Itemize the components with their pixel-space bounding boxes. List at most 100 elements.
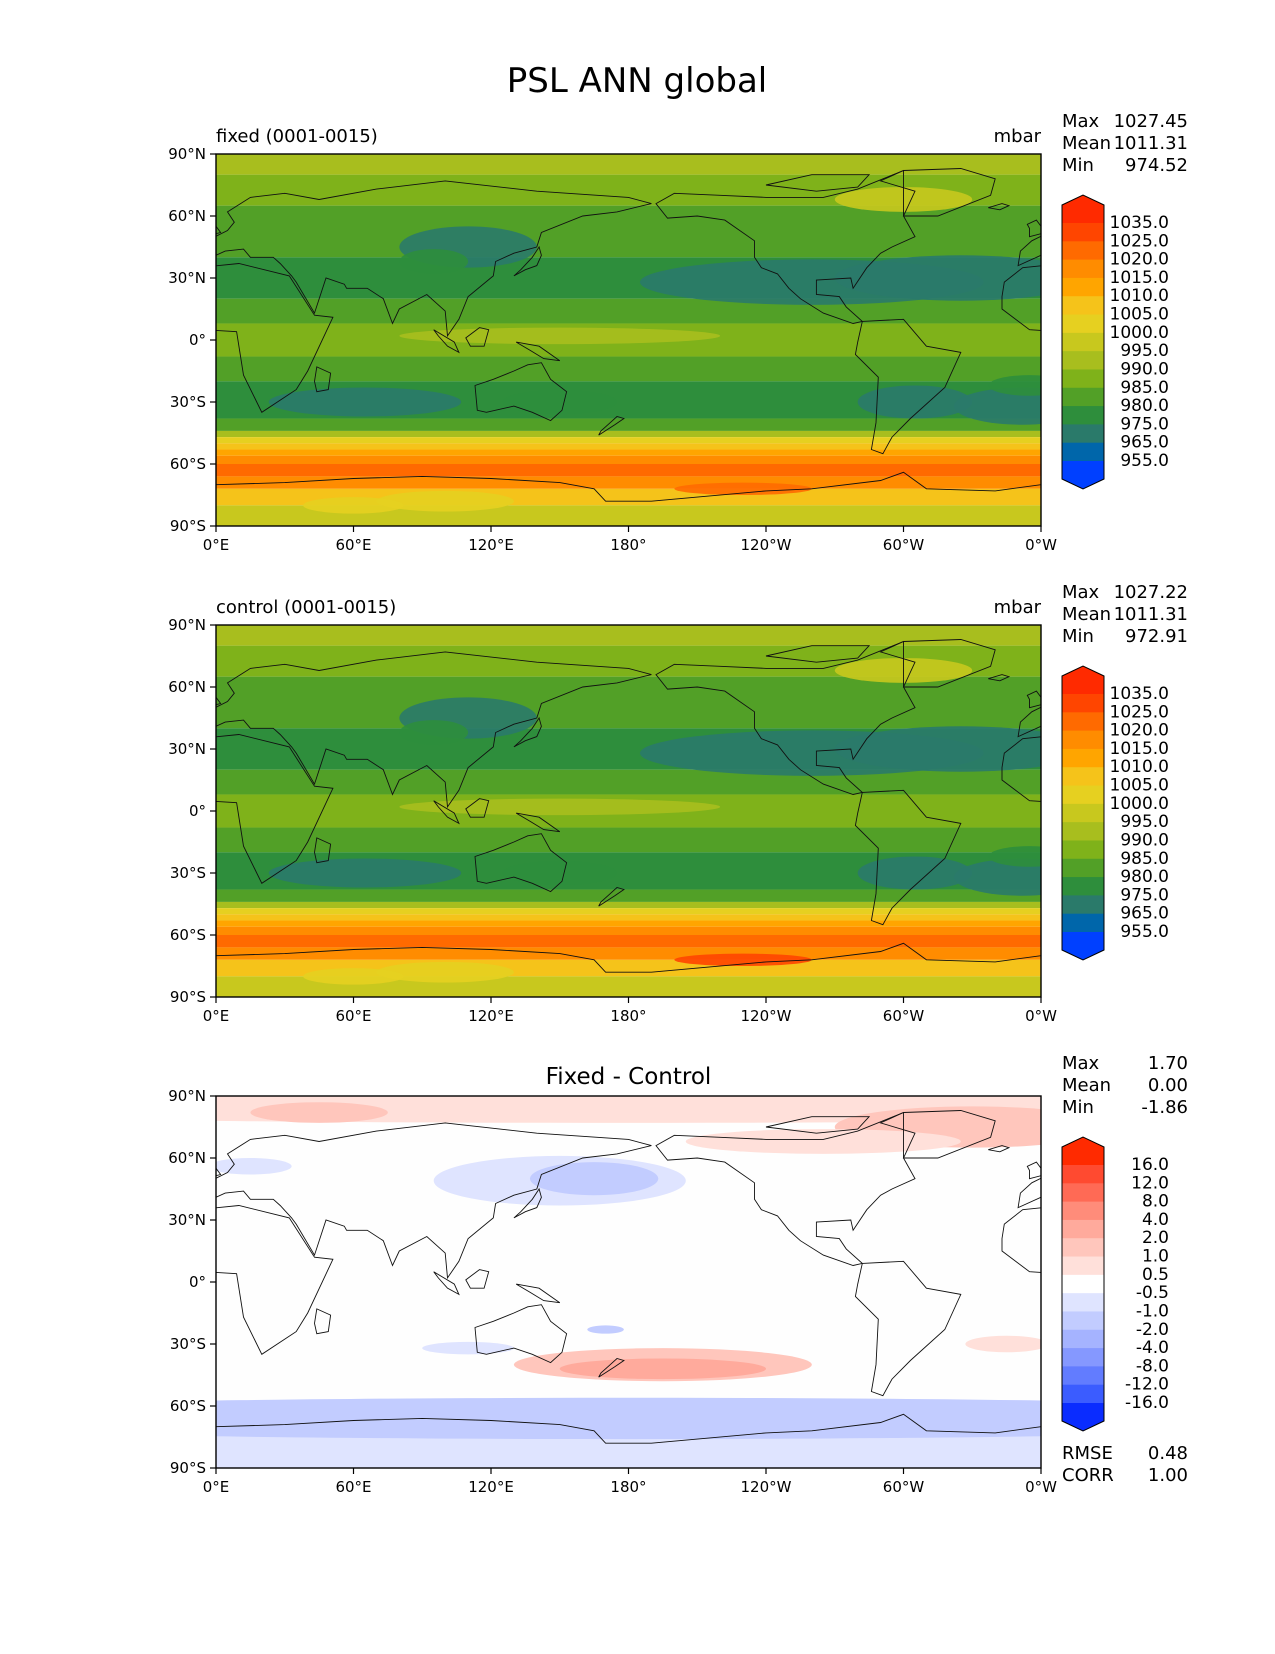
panel-title-left: control (0001-0015) bbox=[216, 597, 396, 618]
psl-band bbox=[216, 464, 1041, 477]
coastline-uk bbox=[1026, 690, 1041, 709]
y-tick-label: 90°S bbox=[170, 1459, 206, 1477]
psl-band bbox=[216, 914, 1041, 921]
coastline-madagascar bbox=[314, 1308, 332, 1335]
colorbar-level-label: -4.0 bbox=[1136, 1338, 1169, 1358]
coastline-northAmerica bbox=[655, 1111, 916, 1266]
colorbar-level-label: 1010.0 bbox=[1110, 286, 1169, 306]
colorbar-level-label: 1015.0 bbox=[1110, 268, 1169, 288]
stat-label-mean: Mean bbox=[1062, 1075, 1111, 1096]
colorbar-segment bbox=[1062, 424, 1104, 444]
coastline-australia bbox=[474, 362, 568, 422]
stat-label-min: Min bbox=[1062, 626, 1094, 647]
y-tick-label: 90°S bbox=[170, 517, 206, 535]
x-tick-label: 60°E bbox=[335, 1007, 371, 1025]
coastline-newGuinea bbox=[515, 1283, 561, 1304]
colorbar: 1035.01025.01020.01015.01010.01005.01000… bbox=[1061, 194, 1169, 490]
y-tick-label: 90°N bbox=[168, 145, 206, 163]
coastline-southAmerica bbox=[854, 789, 962, 926]
coastline-madagascar bbox=[314, 837, 332, 864]
colorbar-segment bbox=[1062, 442, 1104, 462]
colorbar-level-label: 8.0 bbox=[1142, 1192, 1169, 1212]
coastline-borneo bbox=[465, 1269, 490, 1289]
colorbar-segment bbox=[1062, 1348, 1104, 1367]
colorbar-level-label: 1005.0 bbox=[1110, 776, 1169, 796]
coastlines bbox=[216, 1110, 1041, 1468]
colorbar-level-label: 985.0 bbox=[1120, 849, 1169, 869]
map-field-diff bbox=[216, 1096, 1041, 1468]
colorbar-level-label: 975.0 bbox=[1120, 885, 1169, 905]
colorbar-level-label: 1000.0 bbox=[1110, 323, 1169, 343]
colorbar-level-label: 16.0 bbox=[1131, 1155, 1169, 1175]
psl-contour-region bbox=[674, 482, 812, 495]
x-tick-label: 120°E bbox=[468, 536, 514, 554]
colorbar-segment bbox=[1062, 1165, 1104, 1184]
y-tick-label: 30°S bbox=[170, 864, 206, 882]
panel-title-left: fixed (0001-0015) bbox=[216, 126, 378, 147]
y-tick-label: 60°S bbox=[170, 1397, 206, 1415]
coastline-madagascar bbox=[314, 366, 332, 393]
coastline-iceland bbox=[988, 674, 1011, 682]
psl-band bbox=[216, 827, 1041, 853]
colorbar-segment bbox=[1062, 1311, 1104, 1331]
stat-value-max: 1027.45 bbox=[1114, 111, 1188, 132]
psl-band bbox=[216, 437, 1041, 444]
colorbar-level-label: 995.0 bbox=[1120, 341, 1169, 361]
psl-band bbox=[216, 901, 1041, 909]
colorbar-segment bbox=[1062, 913, 1104, 933]
x-tick-label: 60°W bbox=[883, 536, 925, 554]
colorbar-segment bbox=[1062, 895, 1104, 915]
colorbar-top-arrow bbox=[1062, 1137, 1104, 1165]
y-tick-label: 60°N bbox=[168, 678, 206, 696]
colorbar-level-label: 1.0 bbox=[1142, 1247, 1169, 1267]
psl-contour-region bbox=[857, 385, 973, 419]
diff-contour-region bbox=[559, 1358, 766, 1380]
psl-contour-region bbox=[674, 953, 812, 966]
colorbar-segment bbox=[1062, 1293, 1104, 1312]
psl-band bbox=[216, 205, 1041, 258]
psl-contour-region bbox=[303, 968, 404, 985]
colorbar-level-label: 1015.0 bbox=[1110, 739, 1169, 759]
coastline-uk bbox=[1026, 1161, 1041, 1180]
colorbar-segment bbox=[1062, 730, 1104, 750]
y-tick-label: 30°S bbox=[170, 393, 206, 411]
coastline-eurasia bbox=[216, 180, 652, 338]
psl-band bbox=[216, 430, 1041, 438]
colorbar-bottom-arrow bbox=[1062, 461, 1104, 489]
stat-value-min: 974.52 bbox=[1125, 155, 1188, 176]
metric-label-corr: CORR bbox=[1062, 1465, 1114, 1486]
diff-contour-region bbox=[965, 1335, 1041, 1353]
colorbar-top-arrow bbox=[1062, 195, 1104, 223]
stat-value-mean: 1011.31 bbox=[1114, 604, 1188, 625]
y-tick-label: 0° bbox=[189, 1273, 206, 1291]
colorbar: 1035.01025.01020.01015.01010.01005.01000… bbox=[1061, 665, 1169, 961]
coastline-sumatra bbox=[433, 800, 460, 825]
psl-contour-region bbox=[303, 497, 404, 514]
x-tick-label: 60°W bbox=[883, 1007, 925, 1025]
psl-contour-region bbox=[376, 490, 514, 512]
colorbar-segment bbox=[1062, 1256, 1104, 1276]
colorbar-level-label: 965.0 bbox=[1120, 904, 1169, 924]
coastline-sumatra bbox=[1259, 801, 1275, 824]
psl-band bbox=[216, 443, 1041, 450]
colorbar-segment bbox=[1062, 369, 1104, 389]
y-tick-label: 30°N bbox=[168, 1211, 206, 1229]
colorbar-segment bbox=[1062, 223, 1104, 242]
coastline-africa bbox=[216, 1205, 334, 1355]
map-field-control bbox=[216, 625, 1041, 997]
colorbar-level-label: 2.0 bbox=[1142, 1228, 1169, 1248]
stat-label-mean: Mean bbox=[1062, 604, 1111, 625]
colorbar-level-label: 1000.0 bbox=[1110, 794, 1169, 814]
psl-contour-region bbox=[988, 375, 1041, 396]
x-tick-label: 0°W bbox=[1025, 1478, 1057, 1496]
coastline-uk bbox=[216, 225, 222, 235]
coastlines bbox=[216, 168, 1041, 526]
coastline-newZealand bbox=[598, 886, 625, 907]
x-tick-label: 0°E bbox=[203, 1478, 230, 1496]
coastline-newGuinea bbox=[515, 812, 561, 833]
x-tick-label: 120°W bbox=[741, 1007, 792, 1025]
stat-label-max: Max bbox=[1062, 582, 1100, 603]
x-tick-label: 0°W bbox=[1025, 1007, 1057, 1025]
